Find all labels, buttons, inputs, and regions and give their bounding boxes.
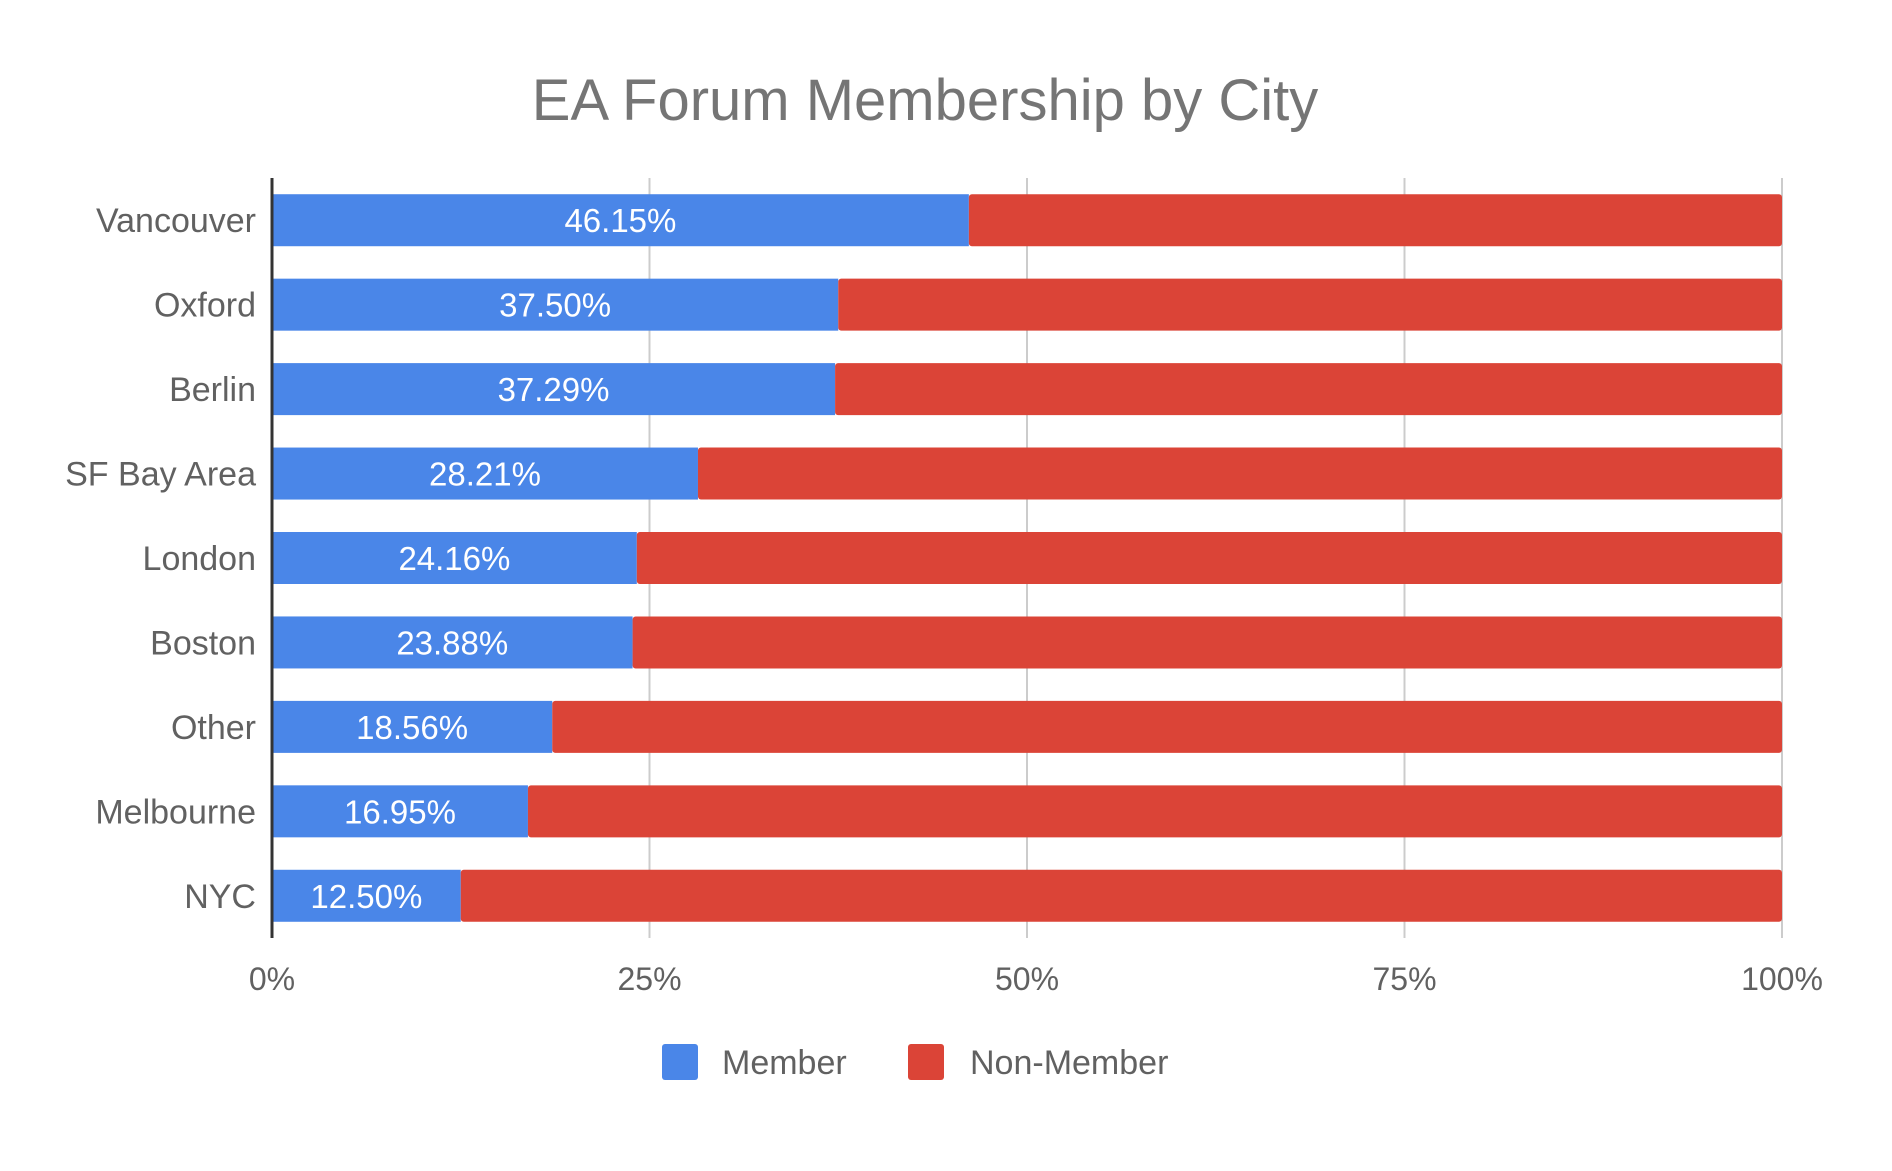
bar-member [272,532,637,584]
category-label: Melbourne [95,793,256,831]
data-label: 18.56% [356,709,468,746]
bar-non-member [636,532,1783,584]
category-label: Berlin [169,371,256,409]
bar-member [272,700,553,753]
data-label: 16.95% [344,793,456,830]
category-label: SF Bay Area [65,456,256,494]
bar-member [272,194,969,247]
data-label: 37.50% [499,287,611,324]
bar-member [272,869,461,922]
bar-member [272,447,698,500]
legend-label: Non-Member [970,1044,1168,1082]
bar-member [272,785,528,838]
bar-non-member [552,700,1782,753]
category-label: Oxford [154,287,256,325]
legend: Member Non-Member [662,1044,1168,1082]
bar-non-member [697,447,1783,500]
chart-title: EA Forum Membership by City [532,68,1318,133]
legend-label: Member [722,1044,847,1082]
category-label: London [143,540,256,578]
bar-non-member [835,363,1782,416]
legend-swatch [908,1044,944,1080]
x-tick-label: 100% [1741,961,1823,997]
data-label: 24.16% [398,540,510,577]
bars: 46.15% 37.50% 37.29% 28.21% 24.16% 23.88% 18.5… [272,194,1783,922]
bar-member [272,278,839,331]
data-label: 28.21% [429,456,541,493]
category-label: NYC [184,878,256,916]
data-label: 37.29% [498,371,610,408]
data-label: 12.50% [310,878,422,915]
category-labels: Vancouver Oxford Berlin SF Bay Area London Bo… [65,202,256,916]
data-label: 23.88% [396,624,508,661]
x-tick-label: 25% [617,961,681,997]
bar-member [272,616,633,669]
x-tick-labels: 0% 25% 50% 75% 100% [249,961,1823,997]
category-label: Other [171,709,256,747]
legend-swatch [662,1044,698,1080]
category-label: Vancouver [96,202,256,240]
x-tick-label: 0% [249,961,295,997]
bar-non-member [968,194,1782,247]
x-tick-label: 75% [1372,961,1436,997]
bar-non-member [632,616,1782,669]
bar-non-member [838,278,1782,331]
bar-non-member [527,785,1782,838]
x-tick-label: 50% [995,961,1059,997]
data-label: 46.15% [564,202,676,239]
bar-non-member [460,869,1782,922]
bar-member [272,363,836,416]
category-label: Boston [150,624,256,662]
